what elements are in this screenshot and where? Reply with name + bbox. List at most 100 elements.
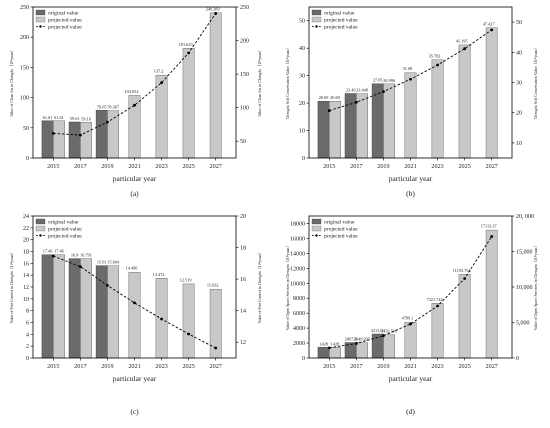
bar-label-original: 23.49 <box>346 88 356 93</box>
x-tick-label: 2015 <box>323 363 335 370</box>
legend-swatch-projected <box>35 16 46 23</box>
projected-point <box>214 12 218 15</box>
x-tick-label: 2019 <box>101 163 113 170</box>
bar-label-projected: 11.632 <box>207 283 219 288</box>
y-tick-label: 8000 <box>293 296 305 302</box>
projected-point <box>160 81 163 85</box>
panel-label: (d) <box>406 407 415 416</box>
legend-label-original: original value <box>324 220 355 226</box>
x-tick-label: 2021 <box>128 363 140 370</box>
x-tick-label: 2019 <box>377 163 389 170</box>
bar-label-projected: 3132.516 <box>381 329 398 334</box>
y-right-tick-label: 50 <box>240 139 246 145</box>
y-tick-label: 4 <box>26 332 29 338</box>
y-tick-label: 22 <box>23 226 29 232</box>
x-tick-label: 2019 <box>101 363 113 370</box>
bar-label-original: 79.05 <box>97 104 107 109</box>
y-tick-label: 0 <box>26 156 29 162</box>
projected-point <box>51 132 55 135</box>
legend-swatch-point <box>39 25 42 28</box>
bar-original <box>95 265 108 359</box>
bar-label-projected: 11193.754 <box>453 268 472 273</box>
y-tick-label: 150 <box>20 65 29 71</box>
y-tick-label: 0 <box>302 156 305 162</box>
x-axis-title: particular year <box>389 374 433 383</box>
projected-point <box>160 317 163 321</box>
y-right-tick-label: 14 <box>240 309 246 315</box>
projected-point <box>382 90 385 93</box>
x-tick-label: 2023 <box>155 163 167 170</box>
bar-projected <box>458 44 471 159</box>
bar-original <box>317 347 330 359</box>
legend-label-original: original value <box>48 11 79 17</box>
x-tick-label: 2015 <box>323 163 335 170</box>
bar-original <box>317 100 330 159</box>
y-right-tick-label: 20 <box>240 214 246 220</box>
bar-label-projected: 181.625 <box>179 42 193 47</box>
y-right-tick-label: 20 <box>516 111 522 117</box>
bar-label-projected: 103.652 <box>125 89 139 94</box>
y-tick-label: 20 <box>23 238 29 244</box>
projected-point <box>354 342 358 345</box>
y-right-tick-label: 50 <box>516 20 522 26</box>
x-tick-label: 2025 <box>182 363 194 370</box>
y-right-tick-label: 10 <box>516 141 522 147</box>
bar-label-original: 61.61 <box>43 115 53 120</box>
y-axis-title: Value of Open Space Services in Chengdu（… <box>285 244 290 331</box>
y-right-tick-label: 0 <box>516 356 519 362</box>
projected-point <box>327 346 331 350</box>
projected-point <box>463 47 467 51</box>
y-right-tick-label: 18 <box>240 246 246 252</box>
bar-projected <box>53 120 65 159</box>
projected-point <box>409 77 412 81</box>
bar-projected <box>404 322 417 359</box>
bar-label-original: 59.61 <box>70 116 80 121</box>
y-right-tick-label: 10,000 <box>516 285 533 291</box>
bar-label-projected: 35.782 <box>429 53 441 58</box>
projected-point <box>133 301 136 305</box>
x-tick-label: 2023 <box>431 163 443 170</box>
bar-original <box>95 110 108 159</box>
bar-original <box>68 258 81 359</box>
y-tick-label: 10 <box>23 297 29 303</box>
bar-label-projected: 31.08 <box>403 66 413 71</box>
x-tick-label: 2023 <box>155 363 167 370</box>
y-right-tick-label: 12 <box>240 340 246 346</box>
bar-label-projected: 4789.1 <box>402 316 414 321</box>
bar-label-projected: 1428 <box>331 341 340 346</box>
projected-point <box>133 103 136 107</box>
x-tick-label: 2027 <box>210 363 222 370</box>
y-axis-title: Chengdu Soil Conservation Value（10⁸yuan） <box>285 46 290 119</box>
y-right-tick-label: 150 <box>240 72 249 78</box>
projected-point <box>78 265 82 269</box>
y-tick-label: 14000 <box>290 251 305 257</box>
projected-point <box>354 100 358 104</box>
legend-swatch-original <box>35 218 46 225</box>
x-tick-label: 2021 <box>404 363 416 370</box>
y-tick-label: 6 <box>26 321 29 327</box>
panel-label: (a) <box>130 189 139 198</box>
projected-point <box>214 346 218 350</box>
bar-projected <box>458 274 471 359</box>
legend-label-line: projected value <box>48 234 82 240</box>
legend-label-original: original value <box>48 220 79 226</box>
bar-original <box>41 120 54 159</box>
projected-point <box>51 254 55 258</box>
x-tick-label: 2017 <box>74 363 86 370</box>
bar-projected <box>182 283 195 359</box>
bar-projected <box>80 122 92 159</box>
y-axis-title: Value of Clean Air in Chengdu（10⁸yuan） <box>9 48 14 117</box>
y-right-tick-label: 5,000 <box>516 321 530 327</box>
projected-point <box>106 283 109 287</box>
y-right-tick-label: 30 <box>516 81 522 87</box>
y-right-axis-title: Value of Pest Control in Chengdu（10⁸yuan… <box>257 250 262 323</box>
bar-label-original: 17.46 <box>43 249 54 254</box>
y-axis-title: Value of Pest Control in Chengdu（10⁸yuan… <box>9 250 14 323</box>
legend-swatch-original <box>311 9 322 16</box>
bar-label-projected: 16.791 <box>80 253 92 258</box>
bar-projected <box>383 334 396 359</box>
y-right-axis-title: Chengdu Soil Conservation Value（10⁸yuan） <box>533 46 538 119</box>
y-right-tick-label: 16 <box>240 277 246 283</box>
